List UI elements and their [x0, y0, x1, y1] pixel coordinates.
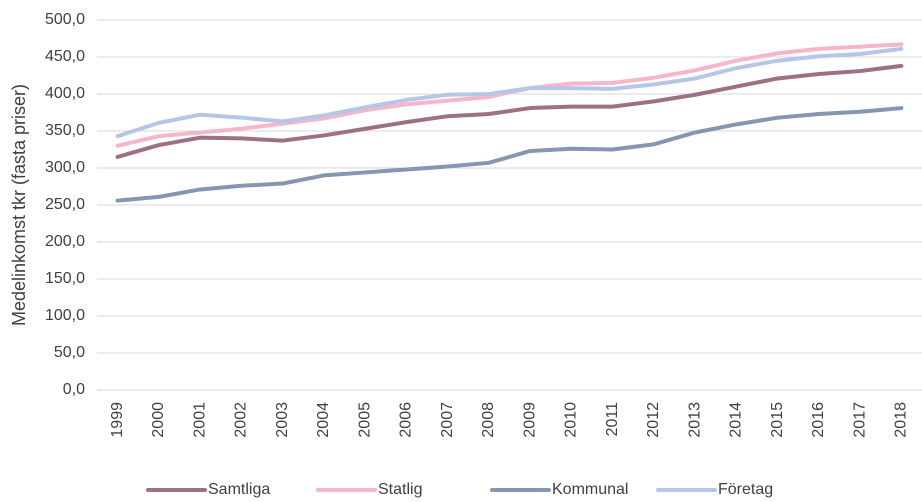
x-tick-label: 2017: [851, 402, 868, 438]
x-tick-label: 2006: [398, 402, 415, 438]
y-tick-label: 0,0: [63, 381, 85, 398]
x-tick-label: 2007: [439, 402, 456, 438]
data-line: [115, 63, 904, 159]
data-line: [115, 106, 904, 203]
x-tick-label: 1999: [109, 402, 126, 438]
legend-label: Samtliga: [208, 481, 270, 498]
y-axis-label: Medelinkomst tkr (fasta priser): [9, 84, 29, 326]
x-tick-label: 2013: [686, 402, 703, 438]
y-tick-label: 400,0: [45, 85, 85, 102]
y-tick-label: 150,0: [45, 270, 85, 287]
legend-label: Kommunal: [552, 481, 628, 498]
x-tick-label: 2004: [315, 402, 332, 438]
y-tick-label: 300,0: [45, 159, 85, 176]
x-tick-label: 2016: [810, 402, 827, 438]
y-tick-label: 500,0: [45, 11, 85, 28]
data-line: [115, 46, 904, 139]
x-tick-label: 2000: [150, 402, 167, 438]
x-tick-label: 2015: [769, 402, 786, 438]
x-tick-label: 2010: [563, 402, 580, 438]
x-tick-label: 2012: [645, 402, 662, 438]
x-tick-label: 2003: [274, 402, 291, 438]
x-tick-label: 2011: [604, 402, 621, 437]
y-tick-label: 50,0: [54, 344, 85, 361]
x-tick-label: 2018: [893, 402, 910, 438]
x-tick-label: 2009: [521, 402, 538, 438]
x-tick-label: 2014: [728, 402, 745, 438]
x-tick-label: 2005: [356, 402, 373, 438]
y-tick-label: 200,0: [45, 233, 85, 250]
y-tick-label: 100,0: [45, 307, 85, 324]
y-tick-label: 450,0: [45, 48, 85, 65]
y-tick-label: 350,0: [45, 122, 85, 139]
y-tick-label: 250,0: [45, 196, 85, 213]
legend-label: Statlig: [378, 481, 422, 498]
x-tick-label: 2008: [480, 402, 497, 438]
legend-label: Företag: [718, 481, 773, 498]
x-tick-label: 2002: [233, 402, 250, 438]
x-tick-label: 2001: [191, 402, 208, 438]
